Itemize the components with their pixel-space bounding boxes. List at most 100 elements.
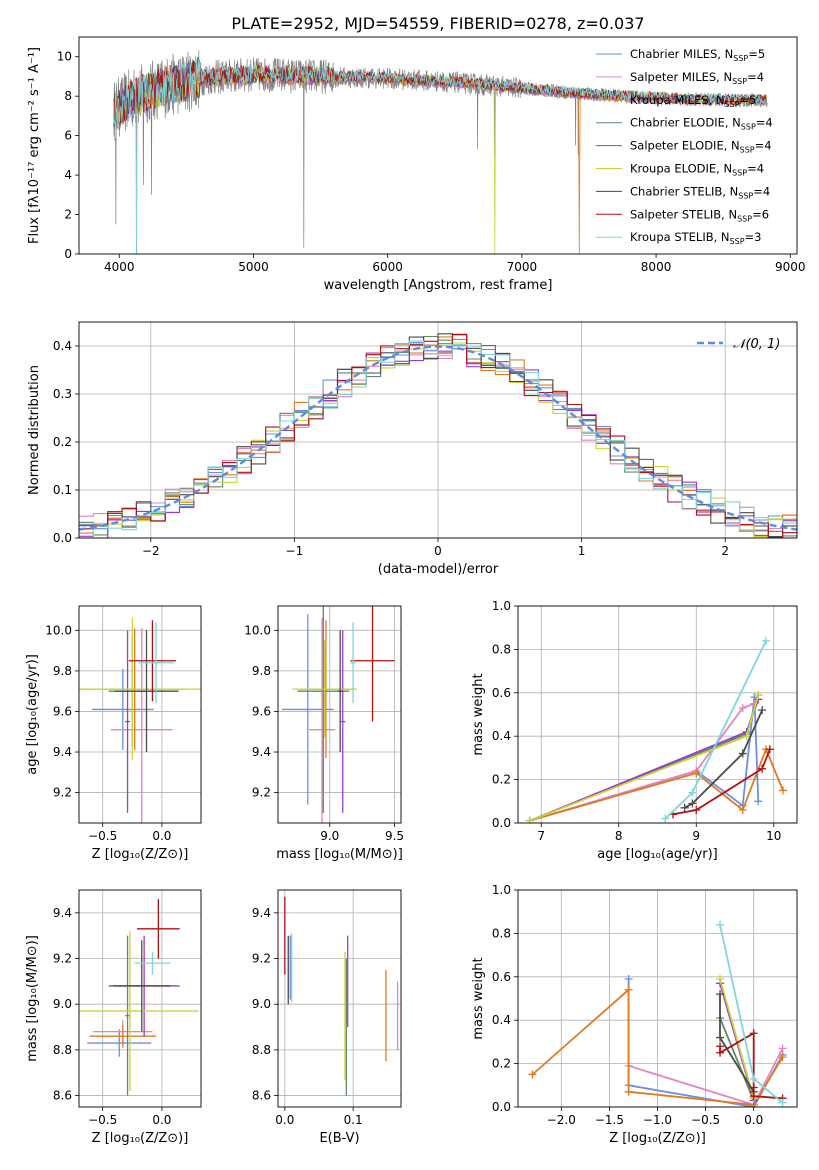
weight-line-salpeter-stelib bbox=[672, 748, 771, 816]
weight-marker-salpeter-stelib bbox=[716, 1048, 725, 1057]
y-tick-label: 0.6 bbox=[492, 686, 511, 700]
legend-label: Chabrier STELIB, NSSP=4 bbox=[630, 184, 770, 200]
axes-frame bbox=[517, 889, 798, 1108]
weight-marker-chabrier-stelib bbox=[758, 706, 767, 715]
legend-label-text: Salpeter MILES, N bbox=[630, 70, 732, 84]
y-tick-label: 9.6 bbox=[53, 704, 72, 718]
y-tick-label: 0.6 bbox=[492, 970, 511, 984]
x-tick-label: 7000 bbox=[507, 260, 538, 274]
y-tick-label: 8.6 bbox=[53, 1089, 72, 1103]
y-tick-label: 9.8 bbox=[53, 664, 72, 678]
weight-marker-salpeter-stelib bbox=[749, 1092, 758, 1101]
y-tick-label: 0 bbox=[64, 247, 72, 261]
weight-marker-kroupa-miles bbox=[624, 1087, 633, 1096]
weight-marker-kroupa-elodie bbox=[742, 732, 751, 741]
legend-label-sub: SSP bbox=[725, 100, 740, 109]
y-tick-label: 6 bbox=[64, 129, 72, 143]
weight-marker-kroupa-stelib bbox=[716, 920, 725, 929]
axes-frame bbox=[277, 605, 402, 824]
axes-frame bbox=[277, 889, 402, 1108]
legend-label-sub: SSP bbox=[741, 123, 756, 132]
legend-label: Kroupa STELIB, NSSP=3 bbox=[630, 230, 761, 246]
y-tick-label: 9.4 bbox=[252, 906, 271, 920]
y-tick-label: 0.0 bbox=[53, 531, 72, 545]
weight-marker-salpeter-stelib bbox=[758, 764, 767, 773]
x-tick-label: 9000 bbox=[775, 260, 806, 274]
x-tick-label: −0.5 bbox=[88, 829, 117, 843]
plot-area bbox=[79, 333, 797, 538]
weight-marker-salpeter-stelib bbox=[692, 805, 701, 814]
y-tick-label: 8.8 bbox=[252, 1043, 271, 1057]
legend-label-eq: =4 bbox=[756, 116, 773, 130]
x-tick-label: 9 bbox=[692, 829, 700, 843]
legend-label: Salpeter STELIB, NSSP=6 bbox=[630, 207, 769, 223]
x-tick-label: −0.5 bbox=[88, 1113, 117, 1127]
y-tick-label: 9.2 bbox=[53, 952, 72, 966]
weight-marker-kroupa-stelib bbox=[688, 788, 697, 797]
x-tick-label: 8000 bbox=[641, 260, 672, 274]
legend-label-eq: =6 bbox=[752, 207, 769, 221]
y-tick-label: 9.0 bbox=[53, 997, 72, 1011]
weight-marker-salpeter-miles bbox=[738, 703, 747, 712]
legend-label-text: Kroupa ELODIE, N bbox=[630, 162, 732, 176]
x-tick-label: 9.0 bbox=[320, 829, 339, 843]
weight-line-kroupa-elodie bbox=[719, 978, 755, 1099]
y-axis-label: mass weight bbox=[471, 957, 486, 1039]
x-tick-label: 7 bbox=[537, 829, 545, 843]
weight-marker-kroupa-stelib bbox=[749, 1074, 758, 1083]
age-vs-metallicity-panel: −0.5 0.0 9.2 9.4 9.6 9.8 10.0 Z [log₁₀(Z/Z⊙)] ag… bbox=[25, 605, 202, 862]
y-tick-label: 4 bbox=[64, 168, 72, 182]
legend-label-eq: =5 bbox=[748, 47, 765, 61]
x-tick-label: 1 bbox=[578, 544, 586, 558]
y-axis-label: Normed distribution bbox=[27, 365, 42, 495]
weight-marker-kroupa-stelib bbox=[661, 814, 670, 823]
x-tick-label: 0.0 bbox=[744, 1113, 763, 1127]
x-axis-label: (data-model)/error bbox=[378, 562, 499, 577]
x-tick-label: 0 bbox=[434, 544, 442, 558]
weight-line-chabrier-stelib bbox=[684, 709, 763, 809]
weight-marker-kroupa-miles bbox=[624, 985, 633, 994]
histogram-kroupa-stelib bbox=[79, 340, 797, 538]
y-tick-label: 9.8 bbox=[252, 664, 271, 678]
weight-marker-salpeter-stelib bbox=[765, 745, 774, 754]
legend-label-text: Chabrier ELODIE, N bbox=[630, 116, 741, 130]
weight-marker-chabrier-stelib bbox=[680, 803, 689, 812]
x-tick-label: 0.1 bbox=[344, 1113, 363, 1127]
legend-label: Chabrier ELODIE, NSSP=4 bbox=[630, 116, 773, 132]
x-axis-label: age [log₁₀(age/yr)] bbox=[597, 847, 718, 862]
plot-area bbox=[281, 606, 395, 823]
y-axis-label: Flux [fλ10⁻¹⁷ erg cm⁻² s⁻¹ A⁻¹] bbox=[27, 47, 42, 244]
legend-label-sub: SSP bbox=[737, 214, 752, 223]
y-tick-label: 0.4 bbox=[492, 1013, 511, 1027]
plot-area bbox=[79, 618, 201, 823]
mass-vs-ebv-panel: 0.0 0.1 8.6 8.8 9.0 9.2 9.4 E(B-V) bbox=[252, 889, 402, 1146]
mass-vs-metallicity-panel: −0.5 0.0 8.6 8.8 9.0 9.2 9.4 Z [log₁₀(Z/Z⊙)] mas… bbox=[25, 889, 202, 1146]
x-tick-label: 9.5 bbox=[385, 829, 404, 843]
y-tick-label: 9.2 bbox=[252, 952, 271, 966]
plot-area bbox=[113, 50, 768, 254]
legend-label-sub: SSP bbox=[733, 54, 748, 63]
y-tick-label: 8 bbox=[64, 89, 72, 103]
x-tick-label: −2 bbox=[142, 544, 160, 558]
weight-marker-kroupa-miles bbox=[528, 1070, 537, 1079]
weight-marker-chabrier-miles bbox=[624, 974, 633, 983]
plot-area bbox=[79, 899, 199, 1096]
legend-label-text: Salpeter ELODIE, N bbox=[630, 139, 740, 153]
y-tick-label: 1.0 bbox=[492, 599, 511, 613]
weight-line-kroupa-elodie bbox=[529, 694, 760, 822]
legend-label-eq: =3 bbox=[745, 230, 762, 244]
legend-label: Kroupa ELODIE, NSSP=4 bbox=[630, 162, 764, 178]
y-tick-label: 2 bbox=[64, 208, 72, 222]
x-axis-label: Z [log₁₀(Z/Z⊙)] bbox=[92, 847, 189, 862]
y-tick-label: 8.8 bbox=[53, 1043, 72, 1057]
weight-marker-kroupa-stelib bbox=[778, 1098, 787, 1107]
y-tick-label: 9.6 bbox=[252, 704, 271, 718]
weight-marker-chabrier-stelib bbox=[716, 990, 725, 999]
weight-marker-kroupa-elodie bbox=[754, 690, 763, 699]
y-tick-label: 0.2 bbox=[492, 773, 511, 787]
weight-marker-kroupa-miles bbox=[692, 769, 701, 778]
y-tick-label: 9.4 bbox=[252, 745, 271, 759]
y-tick-label: 0.0 bbox=[492, 1100, 511, 1114]
weight-marker-salpeter-miles bbox=[778, 1044, 787, 1053]
